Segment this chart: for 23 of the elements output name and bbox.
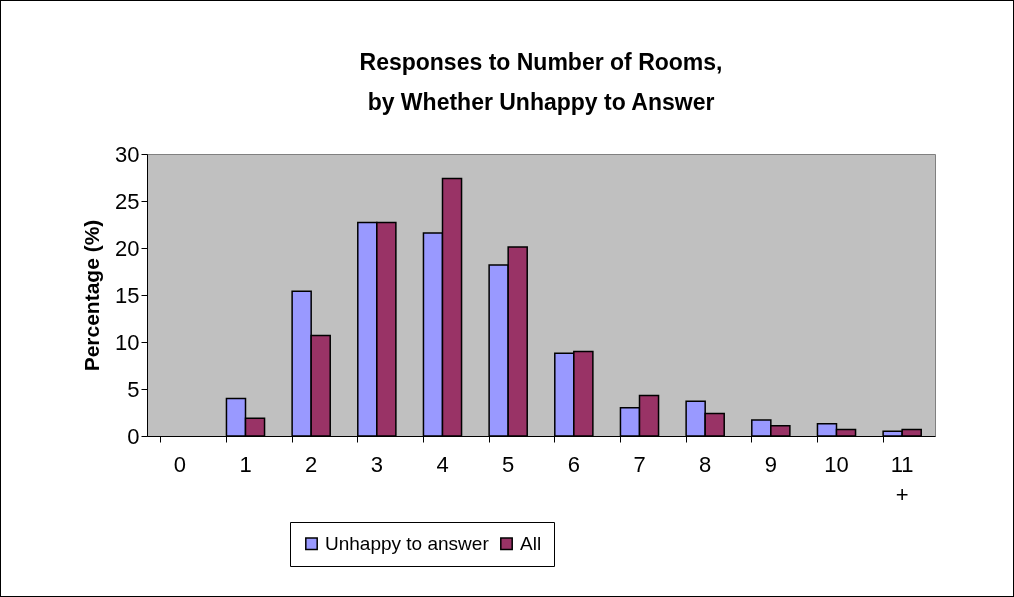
x-tick-label: 7	[633, 451, 646, 477]
x-tick-label: 1	[239, 451, 252, 477]
x-tick-label: 6	[567, 451, 580, 477]
y-tick-label: 30	[115, 141, 140, 167]
x-tick-label: 5	[502, 451, 515, 477]
y-tick-label: 10	[115, 329, 140, 355]
y-tick-label: 5	[127, 376, 140, 402]
y-tick-label: 25	[115, 188, 140, 214]
x-tick-label: 9	[764, 451, 777, 477]
x-tick-label: 8	[699, 451, 712, 477]
x-tick-label: 3	[370, 451, 383, 477]
x-tick-label: 0	[173, 451, 186, 477]
x-tick-label: 10	[824, 451, 849, 477]
y-axis-title: Percentage (%)	[80, 219, 104, 372]
chart-title: Responses to Number of Rooms, by Whether Unhappy to Answer	[359, 49, 723, 115]
y-tick-label: 15	[115, 282, 140, 308]
x-tick-label: 11 +	[890, 451, 914, 507]
legend-label: All	[520, 532, 542, 554]
legend-label: Unhappy to answer	[325, 532, 490, 554]
y-tick-label: 0	[127, 423, 140, 449]
x-tick-label: 4	[436, 451, 449, 477]
y-tick-label: 20	[115, 235, 140, 261]
x-tick-label: 2	[305, 451, 318, 477]
